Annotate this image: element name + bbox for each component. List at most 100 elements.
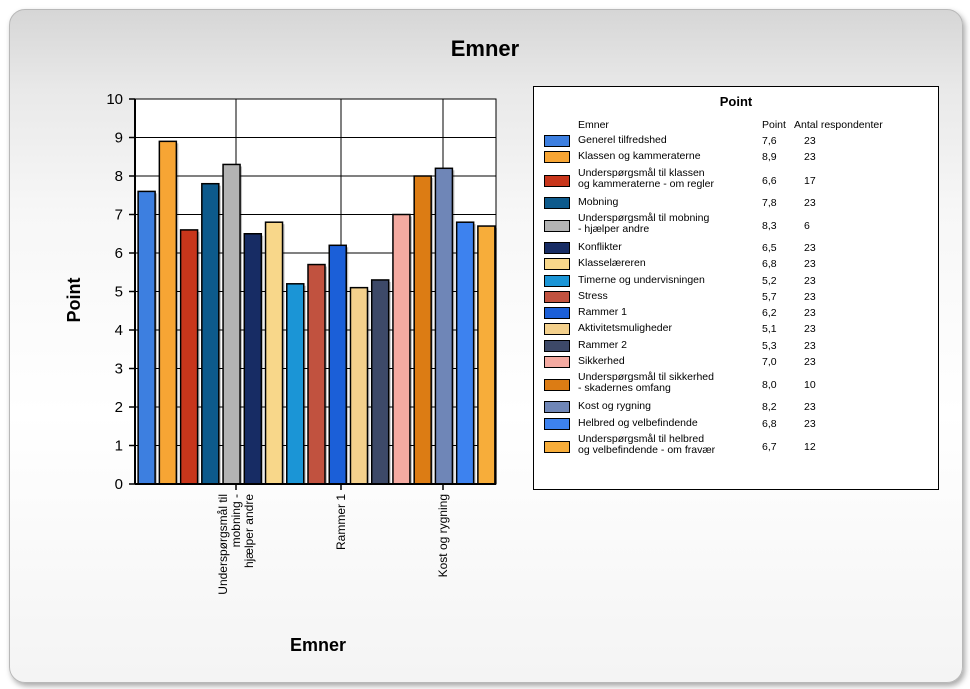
legend-item-name-line: - hjælper andre	[578, 224, 743, 235]
bar	[308, 265, 325, 484]
legend-item-respondents: 23	[804, 258, 816, 270]
legend-item: Underspørgsmål til mobning - hjælper andr…	[534, 212, 938, 241]
legend-item-name: Aktivitetsmuligheder	[578, 323, 743, 334]
x-tick-label: Underspørgsmål tilmobning -hjælper andre	[216, 494, 256, 595]
bar	[159, 141, 176, 484]
y-tick-label: 0	[115, 476, 123, 493]
legend-item-point: 6,8	[762, 258, 777, 270]
legend-item-point: 6,2	[762, 307, 777, 319]
legend-item-point: 8,3	[762, 220, 777, 232]
legend-swatch	[544, 356, 570, 368]
legend-item-name: Generel tilfredshed	[578, 135, 743, 146]
legend-item-name: Underspørgsmål til sikkerhed - skadernes …	[578, 372, 743, 394]
legend-item-name-line: og velbefindende - om fravær	[578, 445, 743, 456]
bar	[202, 184, 219, 484]
legend-swatch	[544, 258, 570, 270]
bar	[435, 168, 452, 484]
legend-item-point: 5,2	[762, 275, 777, 287]
y-tick-label: 1	[115, 438, 123, 455]
legend-title: Point	[534, 94, 938, 109]
legend-item-point: 8,2	[762, 401, 777, 413]
legend-item-point: 6,7	[762, 441, 777, 453]
legend-swatch	[544, 275, 570, 287]
legend-item: Underspørgsmål til klassen og kammeratern…	[534, 167, 938, 196]
legend-swatch	[544, 197, 570, 209]
legend-item-name: Underspørgsmål til helbred og velbefinden…	[578, 434, 743, 456]
x-axis-label: Emner	[290, 635, 346, 655]
y-tick-label: 2	[115, 399, 123, 416]
bar	[393, 215, 410, 485]
legend-item-respondents: 23	[804, 418, 816, 430]
legend-item: Rammer 1 6,2 23	[534, 306, 938, 322]
x-tick-label-line: hjælper andre	[242, 494, 256, 568]
legend-item-respondents: 23	[804, 197, 816, 209]
legend-item-respondents: 6	[804, 220, 810, 232]
legend-item-name: Underspørgsmål til mobning - hjælper andr…	[578, 213, 743, 235]
y-axis-label: Point	[64, 278, 84, 323]
bar	[329, 245, 346, 484]
legend-item-point: 8,9	[762, 151, 777, 163]
legend-item-name: Rammer 1	[578, 307, 743, 318]
legend-swatch	[544, 307, 570, 319]
legend-item-point: 7,0	[762, 356, 777, 368]
legend-swatch	[544, 379, 570, 391]
legend-item-respondents: 23	[804, 401, 816, 413]
legend-item: Aktivitetsmuligheder 5,1 23	[534, 322, 938, 338]
legend-item-point: 7,8	[762, 197, 777, 209]
y-tick-label: 4	[115, 322, 123, 339]
legend-item-respondents: 12	[804, 441, 816, 453]
bar	[478, 226, 495, 484]
legend-item-name-line: Underspørgsmål til klassen	[578, 168, 743, 179]
x-tick-labels: Underspørgsmål tilmobning -hjælper andre…	[216, 494, 450, 595]
legend-item-name: Kost og rygning	[578, 401, 743, 412]
legend-swatch	[544, 151, 570, 163]
legend-swatch	[544, 242, 570, 254]
y-tick-label: 5	[115, 284, 123, 301]
legend-item-name: Helbred og velbefindende	[578, 418, 743, 429]
legend-item-name: Klassen og kammeraterne	[578, 151, 743, 162]
x-tick-label: Rammer 1	[334, 494, 348, 550]
bar	[181, 230, 198, 484]
legend-item-point: 6,6	[762, 175, 777, 187]
legend-item-name: Stress	[578, 291, 743, 302]
bar	[287, 284, 304, 484]
legend-item-respondents: 23	[804, 135, 816, 147]
legend-item: Klassen og kammeraterne 8,9 23	[534, 150, 938, 166]
legend-swatch	[544, 291, 570, 303]
legend-item: Konflikter 6,5 23	[534, 241, 938, 257]
y-tick-label: 10	[106, 91, 123, 108]
legend-item-name: Klasselæreren	[578, 258, 743, 269]
legend-item-name: Underspørgsmål til klassen og kammeratern…	[578, 168, 743, 190]
legend-item-name-line: og kammeraterne - om regler	[578, 179, 743, 190]
legend-swatch	[544, 220, 570, 232]
legend-swatch	[544, 401, 570, 413]
legend-swatch	[544, 323, 570, 335]
legend-item: Underspørgsmål til helbred og velbefinden…	[534, 433, 938, 462]
legend-item-respondents: 23	[804, 340, 816, 352]
legend-item-name-line: - skadernes omfang	[578, 383, 743, 394]
legend-item-respondents: 23	[804, 291, 816, 303]
legend-item-name: Timerne og undervisningen	[578, 275, 743, 286]
legend-header-name: Emner	[578, 119, 609, 131]
bar	[350, 288, 367, 484]
legend-item-respondents: 10	[804, 379, 816, 391]
legend-item-name: Rammer 2	[578, 340, 743, 351]
legend-item: Underspørgsmål til sikkerhed - skadernes …	[534, 371, 938, 400]
legend-header-point: Point	[762, 119, 786, 131]
legend-item: Stress 5,7 23	[534, 290, 938, 306]
legend-item-respondents: 23	[804, 307, 816, 319]
legend-item-point: 5,1	[762, 323, 777, 335]
y-tick-label: 9	[115, 130, 123, 147]
legend-item: Helbred og velbefindende 6,8 23	[534, 417, 938, 433]
legend-item: Kost og rygning 8,2 23	[534, 400, 938, 416]
legend-item-respondents: 23	[804, 275, 816, 287]
x-tick-label-line: Kost og rygning	[436, 494, 450, 577]
y-tick-labels: 012345678910	[106, 91, 123, 493]
legend: Point Emner Point Antal respondenter Gen…	[533, 86, 939, 490]
bar	[372, 280, 389, 484]
x-tick-label-line: Underspørgsmål til	[216, 494, 230, 595]
legend-item-point: 6,5	[762, 242, 777, 254]
legend-item-point: 8,0	[762, 379, 777, 391]
bar	[414, 176, 431, 484]
legend-item: Timerne og undervisningen 5,2 23	[534, 274, 938, 290]
